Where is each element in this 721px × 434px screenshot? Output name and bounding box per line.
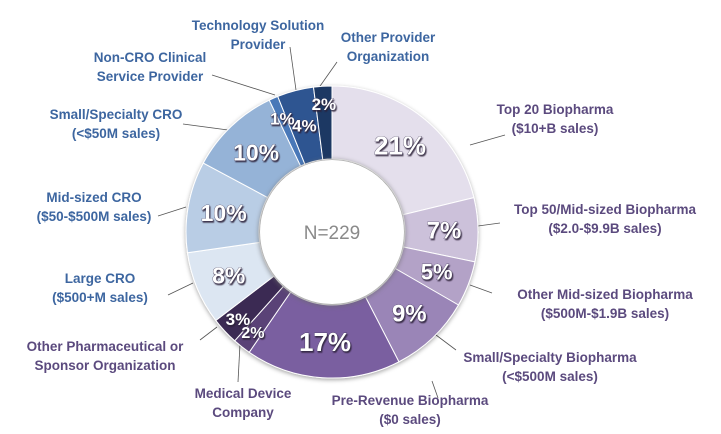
leader-line — [199, 326, 218, 341]
slice-percent-label: 8% — [212, 262, 245, 288]
slice-category-label: Technology Solution Provider — [192, 18, 325, 52]
leader-line — [431, 380, 439, 399]
slice-percent-label: 21% — [374, 131, 426, 161]
leader-line — [157, 206, 187, 217]
donut-ring — [185, 85, 479, 379]
slice-category-label: Medical Device Company — [195, 386, 292, 420]
slice-category-label-line: Large CRO — [65, 271, 136, 286]
slice-category-label-line: Other Provider — [341, 30, 436, 45]
slice-category-label-line: Medical Device — [195, 386, 292, 401]
leader-line — [477, 222, 501, 227]
slice-category-label-line: Top 50/Mid-sized Biopharma — [514, 202, 697, 217]
slice-category-label-line: Top 20 Biopharma — [497, 102, 614, 117]
slice-category-label: Other Pharmaceutical or Sponsor Organizat… — [27, 339, 185, 373]
slice-category-label: Small/Specialty Biopharma (<$500M sales) — [463, 350, 637, 384]
slice-percent-label: 2% — [241, 325, 264, 342]
slice-category-label-line: Company — [212, 405, 274, 420]
slice-percent-label: 2% — [312, 95, 337, 114]
leader-line — [435, 334, 457, 351]
leader-lines — [157, 46, 506, 399]
leader-line — [317, 61, 338, 90]
slice-percent-label: 10% — [233, 139, 279, 165]
slice-category-label: Other Mid-sized Biopharma ($500M-$1.9B sa… — [517, 287, 693, 321]
slice-percent-label: 1% — [270, 109, 295, 128]
slice-category-label-line: Service Provider — [97, 69, 204, 84]
slice-category-label-line: Other Pharmaceutical or — [27, 339, 185, 354]
category-labels: Top 20 Biopharma ($10+B sales) Top 50/Mid-… — [27, 18, 697, 427]
slice-percent-label: 7% — [427, 218, 462, 245]
slice-category-label: Other Provider Organization — [341, 30, 436, 64]
leader-line — [182, 123, 229, 131]
slice-category-label-line: Technology Solution — [192, 18, 325, 33]
slice-category-label-line: (<$50M sales) — [72, 126, 160, 141]
donut-hole — [258, 159, 406, 307]
slice-category-label: Large CRO ($500+M sales) — [52, 271, 148, 305]
slice-percent-label: 5% — [421, 260, 453, 285]
slice-category-label: Small/Specialty CRO (<$50M sales) — [50, 107, 183, 141]
slice-category-label-line: ($500M-$1.9B sales) — [541, 306, 669, 321]
slice-percent-label: 9% — [392, 300, 427, 327]
center-sample-size: N=229 — [304, 223, 361, 244]
leader-line — [289, 46, 297, 91]
slice-category-label-line: ($500+M sales) — [52, 290, 148, 305]
slice-category-label-line: Organization — [347, 49, 430, 64]
leader-line — [469, 284, 493, 294]
slice-category-label: Non-CRO Clinical Service Provider — [94, 50, 207, 84]
slice-category-label-line: Pre-Revenue Biopharma — [332, 393, 489, 408]
slice-category-label-line: Sponsor Organization — [34, 358, 175, 373]
slice-category-label-line: Other Mid-sized Biopharma — [517, 287, 693, 302]
slice-category-label-line: (<$500M sales) — [502, 369, 598, 384]
slice-category-label-line: Small/Specialty Biopharma — [463, 350, 637, 365]
slice-category-label: Mid-sized CRO ($50-$500M sales) — [37, 190, 152, 224]
leader-line — [469, 134, 506, 146]
percent-labels: 21%7%5%9%17%2%3%8%10%10%1%4%2% — [200, 95, 462, 357]
slice-percent-label: 3% — [226, 310, 251, 329]
slice-category-label-line: ($0 sales) — [379, 412, 441, 427]
slice-category-label-line: Provider — [231, 37, 287, 52]
slice-category-label-line: Mid-sized CRO — [46, 190, 141, 205]
slice-percent-label: 10% — [201, 200, 247, 226]
leader-line — [211, 74, 276, 96]
leader-line — [167, 282, 194, 296]
leader-line — [237, 343, 241, 383]
slice-category-label-line: Non-CRO Clinical — [94, 50, 207, 65]
slice-category-label-line: Small/Specialty CRO — [50, 107, 183, 122]
slice-category-label: Top 20 Biopharma ($10+B sales) — [497, 102, 614, 136]
slice-percent-label: 17% — [299, 327, 351, 357]
donut-hole-fill — [260, 160, 404, 304]
slice-category-label-line: ($2.0-$9.9B sales) — [548, 221, 661, 236]
slice-category-label-line: ($10+B sales) — [512, 121, 599, 136]
slice-category-label-line: ($50-$500M sales) — [37, 209, 152, 224]
slice-percent-label: 4% — [292, 116, 317, 135]
slice-category-label: Top 50/Mid-sized Biopharma ($2.0-$9.9B sa… — [514, 202, 697, 236]
slice-category-label: Pre-Revenue Biopharma ($0 sales) — [332, 393, 489, 427]
